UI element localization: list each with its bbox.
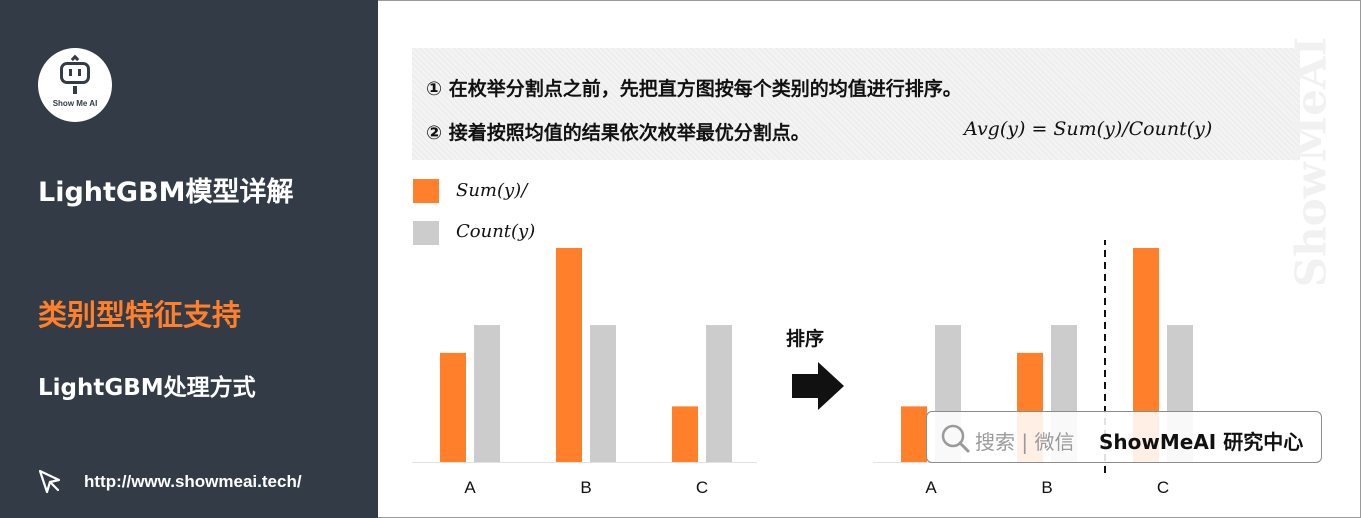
avg-formula: Avg(y) = Sum(y)/Count(y) [964, 118, 1213, 140]
legend-swatch-count [413, 221, 439, 245]
bar-count-c [706, 325, 732, 462]
logo-text: Show Me AI [52, 99, 98, 108]
bar-count-a [474, 325, 500, 462]
bar-sum-b [556, 248, 582, 462]
tick-label-b: B [580, 478, 591, 497]
tick-label-a: A [464, 478, 476, 497]
bar-chart-before-sort: A B C [412, 248, 757, 497]
tick-label-c: C [1157, 478, 1169, 497]
step-2-text: ② 接着按照均值的结果依次枚举最优分割点。 [426, 122, 810, 144]
watermark-text: ShowMeAI [1286, 36, 1336, 288]
sort-label: 排序 [786, 328, 825, 350]
tick-label-b: B [1041, 478, 1052, 497]
website-link[interactable]: http://www.showmeai.tech/ [84, 472, 302, 491]
showmeai-watermark: ShowMeAI [1284, 37, 1338, 287]
right-arrow-icon [792, 362, 844, 410]
sidebar-title: LightGBM模型详解 [38, 177, 294, 208]
bar-sum-a [440, 352, 466, 462]
tick-label-c: C [696, 478, 708, 497]
legend-label-sum: Sum(y)/ [456, 180, 528, 201]
search-icon [941, 424, 970, 453]
legend-label-count: Count(y) [456, 221, 536, 242]
cursor-click-icon [38, 469, 61, 494]
badge-brand-text: ShowMeAI 研究中心 [1099, 430, 1304, 454]
sidebar: Show Me AI LightGBM模型详解 类别型特征支持 LightGBM… [0, 0, 378, 518]
tick-label-a: A [925, 478, 937, 497]
robot-face-icon [60, 62, 90, 84]
steps-box: ① 在枚举分割点之前，先把直方图按每个类别的均值进行排序。 ② 接着按照均值的结… [412, 48, 1300, 160]
sidebar-subtitle-secondary: LightGBM处理方式 [38, 375, 256, 401]
search-badge: 搜索 | 微信 ShowMeAI 研究中心 [926, 411, 1322, 463]
badge-search-text: 搜索 | 微信 [975, 430, 1075, 454]
sidebar-subtitle: 类别型特征支持 [38, 298, 242, 332]
legend-swatch-sum [413, 179, 439, 203]
bar-sum-a [901, 406, 927, 462]
step-1-text: ① 在枚举分割点之前，先把直方图按每个类别的均值进行排序。 [426, 78, 962, 100]
bar-count-b [590, 325, 616, 462]
bar-chart-after-sort: A B C [873, 240, 1218, 497]
logo-stem-icon [73, 86, 77, 94]
showmeai-logo: Show Me AI [38, 48, 112, 122]
bar-sum-c [672, 406, 698, 462]
